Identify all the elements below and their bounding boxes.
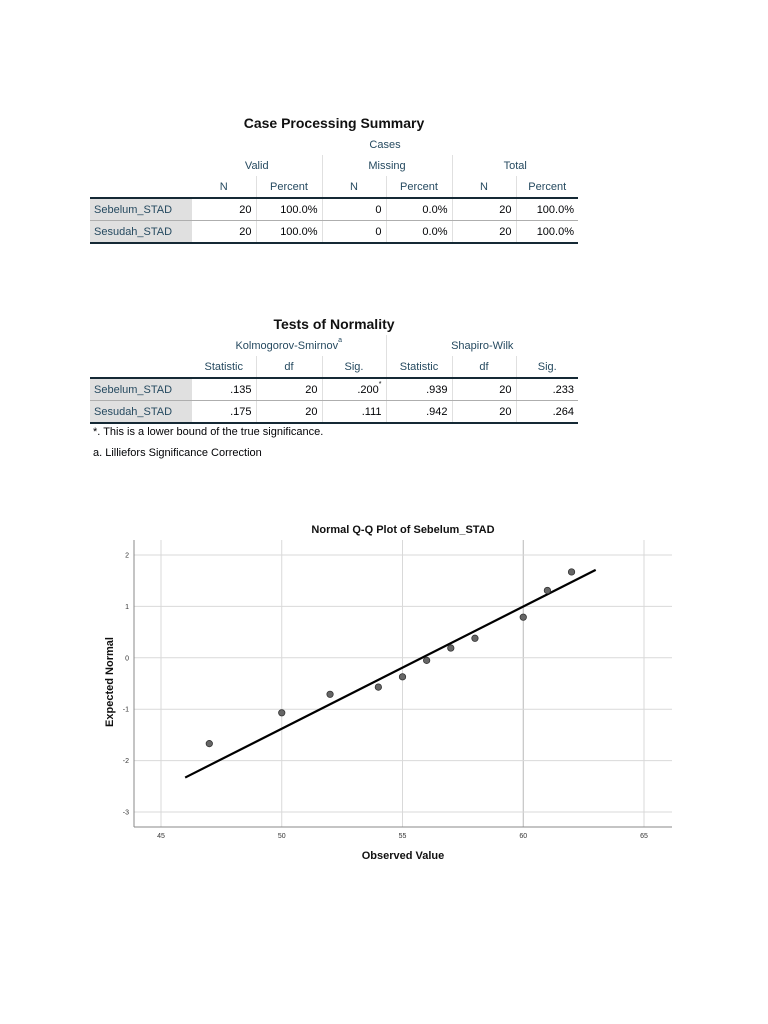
- group-ks-label: Kolmogorov-Smirnov: [235, 339, 339, 352]
- cell: 0.0%: [385, 198, 452, 221]
- col-header: N: [192, 176, 256, 199]
- cell: 20: [451, 378, 516, 401]
- reference-line: [184, 568, 597, 779]
- col-header: Sig.: [321, 356, 386, 379]
- cell: .264: [515, 400, 578, 424]
- subgroup-missing: Missing: [321, 155, 452, 176]
- col-header: N: [321, 176, 386, 199]
- footnote-lower-bound: *. This is a lower bound of the true sig…: [93, 426, 324, 438]
- cell: .233: [515, 378, 578, 401]
- cell: 20: [451, 400, 516, 424]
- reference-line-path: [184, 568, 597, 779]
- footnote-lilliefors: a. Lilliefors Significance Correction: [93, 447, 262, 459]
- group-ks: Kolmogorov-Smirnova: [192, 335, 386, 356]
- table-row: Sesudah_STAD .175 20 .111 .942 20 .264: [90, 400, 578, 424]
- table-row: Sebelum_STAD .135 20 .200* .939 20 .233: [90, 378, 578, 401]
- cell: 20: [255, 400, 322, 424]
- y-tick-label: 2: [125, 553, 129, 560]
- cell: 100.0%: [515, 198, 578, 221]
- grid-lines: [134, 540, 672, 827]
- chart-title: Normal Q-Q Plot of Sebelum_STAD: [311, 524, 495, 536]
- x-tick-label: 50: [278, 833, 286, 840]
- row-label: Sebelum_STAD: [90, 198, 192, 221]
- cell: 20: [451, 220, 516, 244]
- data-point: [423, 656, 431, 664]
- row-label: Sesudah_STAD: [90, 400, 192, 424]
- x-tick-label: 65: [640, 833, 648, 840]
- data-point: [398, 673, 407, 681]
- plot-axes: [133, 540, 672, 828]
- cell-value: .200: [357, 383, 379, 396]
- cell: .111: [321, 400, 386, 424]
- case-summary-table: Cases Valid Missing Total N Percent N Pe…: [90, 134, 578, 244]
- group-sw: Shapiro-Wilk: [385, 335, 578, 356]
- col-header: Percent: [385, 176, 452, 199]
- data-point: [205, 740, 213, 748]
- cell: .942: [385, 400, 452, 424]
- cell: 20: [192, 198, 256, 221]
- col-header: df: [255, 356, 322, 379]
- data-points: [205, 568, 576, 748]
- data-point: [374, 683, 382, 691]
- col-header: Sig.: [515, 356, 578, 379]
- cell: .135: [192, 378, 256, 401]
- table-row: Sesudah_STAD 20 100.0% 0 0.0% 20 100.0%: [90, 220, 578, 244]
- subgroup-valid: Valid: [244, 159, 269, 172]
- row-label: Sebelum_STAD: [90, 378, 192, 401]
- col-header: Percent: [255, 176, 322, 199]
- data-point: [519, 613, 527, 621]
- group-ks-sup: a: [338, 336, 343, 344]
- tick-labels: 45 50 55 60 65 2 1 0 -1 -2 -3: [123, 553, 648, 841]
- y-tick-label: -3: [123, 810, 129, 817]
- data-point: [567, 568, 576, 576]
- data-point: [471, 634, 479, 642]
- x-tick-label: 45: [157, 833, 165, 840]
- normality-title: Tests of Normality: [273, 316, 395, 332]
- col-header: Statistic: [385, 356, 452, 379]
- cell: 0: [321, 198, 386, 221]
- data-point: [326, 690, 334, 698]
- data-point: [447, 644, 455, 652]
- y-axis-label: Expected Normal: [104, 637, 116, 727]
- table-row: Sebelum_STAD 20 100.0% 0 0.0% 20 100.0%: [90, 198, 578, 221]
- x-tick-label: 55: [399, 833, 407, 840]
- col-header: Percent: [515, 176, 578, 199]
- col-header: df: [451, 356, 516, 379]
- cell: 0: [321, 220, 386, 244]
- normality-table: Kolmogorov-Smirnova Shapiro-Wilk Statist…: [90, 335, 578, 424]
- subgroup-total: Total: [451, 155, 578, 176]
- cell: 100.0%: [515, 220, 578, 244]
- cases-group-header: Cases: [369, 138, 401, 151]
- sig-footnote-marker: *: [378, 380, 382, 388]
- cell: 20: [255, 378, 322, 401]
- col-header: N: [451, 176, 516, 199]
- row-label: Sesudah_STAD: [90, 220, 192, 244]
- cell: 20: [192, 220, 256, 244]
- cell: 20: [451, 198, 516, 221]
- y-tick-label: 1: [125, 604, 129, 611]
- data-point: [278, 709, 286, 717]
- cell: .200*: [321, 378, 386, 401]
- y-tick-label: -1: [123, 707, 129, 714]
- cell: 0.0%: [385, 220, 452, 244]
- cell: 100.0%: [255, 198, 322, 221]
- x-tick-label: 60: [519, 833, 527, 840]
- x-axis-label: Observed Value: [361, 850, 445, 862]
- cell: 100.0%: [255, 220, 322, 244]
- data-point: [543, 586, 552, 595]
- y-tick-label: -2: [123, 758, 129, 765]
- cell: .175: [192, 400, 256, 424]
- case-summary-title: Case Processing Summary: [243, 115, 425, 131]
- cell: .939: [385, 378, 452, 401]
- y-tick-label: 0: [125, 655, 129, 662]
- col-header: Statistic: [192, 356, 256, 379]
